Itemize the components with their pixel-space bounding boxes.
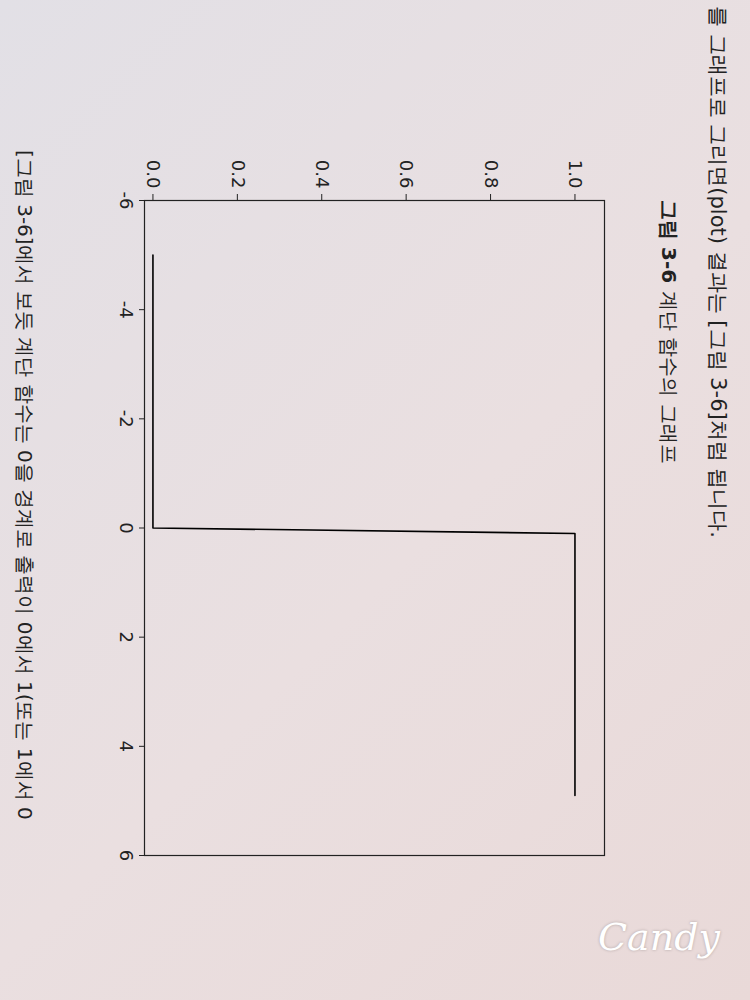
svg-text:6: 6: [116, 850, 137, 861]
svg-text:0.0: 0.0: [143, 160, 164, 189]
html-text:[그림 3-6]에서 보듯 계단 함수는 0을 경계로 출력: [그림 3-6]에서 보듯 계단 함수는 0을 경계로 출력이 0에서 1(또는…: [13, 150, 37, 820]
svg-text:0.8: 0.8: [481, 160, 502, 189]
svg-text:-4: -4: [116, 301, 137, 319]
svg-text:0.2: 0.2: [228, 160, 249, 189]
svg-text:2: 2: [116, 631, 137, 642]
html-text:를 그래프로 그리면(plot) 결과는 [그림 3-6]처: 를 그래프로 그리면(plot) 결과는 [그림 3-6]처럼 됩니다.: [706, 6, 730, 538]
svg-text:-6: -6: [116, 192, 137, 210]
svg-text:0: 0: [116, 522, 137, 533]
html-text:그림 3-6: 그림 3-6: [657, 200, 681, 284]
html-text:Candy: Candy: [598, 915, 720, 959]
svg-text:1.0: 1.0: [565, 160, 586, 189]
html-text:계단 함수의 그래프: 계단 함수의 그래프: [657, 291, 681, 464]
svg-text:0.6: 0.6: [396, 160, 417, 189]
svg-text:-2: -2: [116, 410, 137, 428]
svg-text:4: 4: [116, 741, 137, 752]
svg-text:0.4: 0.4: [312, 160, 333, 189]
